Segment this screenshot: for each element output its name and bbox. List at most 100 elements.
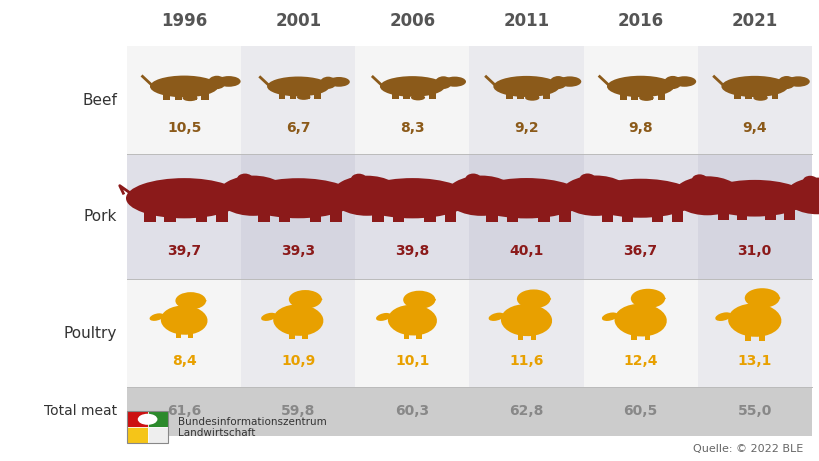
Bar: [127, 411, 147, 427]
Ellipse shape: [753, 95, 767, 101]
Bar: [403, 329, 409, 339]
Circle shape: [403, 291, 435, 309]
Bar: [744, 330, 750, 341]
Bar: [289, 89, 296, 99]
Bar: [303, 89, 310, 99]
Bar: [671, 207, 682, 222]
Bar: [733, 90, 740, 100]
Ellipse shape: [164, 313, 193, 325]
Bar: [417, 89, 423, 99]
Ellipse shape: [691, 174, 707, 185]
Bar: [583, 279, 697, 387]
Ellipse shape: [785, 77, 809, 87]
Bar: [241, 279, 355, 387]
Bar: [758, 330, 764, 341]
Bar: [355, 46, 468, 154]
Circle shape: [138, 414, 157, 425]
Ellipse shape: [197, 299, 206, 302]
Bar: [127, 411, 168, 443]
Bar: [697, 279, 811, 387]
Bar: [645, 90, 652, 100]
Ellipse shape: [376, 313, 391, 321]
Circle shape: [445, 176, 517, 216]
Bar: [717, 207, 728, 220]
Ellipse shape: [208, 76, 225, 89]
Bar: [289, 330, 294, 339]
Ellipse shape: [387, 305, 437, 336]
Bar: [258, 207, 269, 222]
Ellipse shape: [379, 76, 444, 97]
Ellipse shape: [721, 76, 787, 97]
Text: Total meat: Total meat: [44, 404, 117, 419]
Text: 9,2: 9,2: [514, 121, 538, 135]
Text: 60,3: 60,3: [395, 404, 429, 419]
Bar: [216, 207, 228, 222]
Bar: [601, 207, 612, 222]
Ellipse shape: [468, 178, 584, 219]
Bar: [416, 329, 421, 339]
Ellipse shape: [354, 178, 470, 219]
Ellipse shape: [524, 95, 539, 100]
Text: 1996: 1996: [161, 12, 207, 30]
Ellipse shape: [549, 76, 566, 89]
Ellipse shape: [802, 176, 817, 186]
Text: 36,7: 36,7: [622, 244, 657, 258]
Ellipse shape: [267, 77, 329, 96]
Ellipse shape: [617, 312, 650, 325]
Circle shape: [217, 176, 288, 216]
Bar: [621, 207, 632, 222]
Text: 8,4: 8,4: [171, 354, 197, 368]
Bar: [165, 207, 176, 222]
Text: 13,1: 13,1: [736, 354, 771, 368]
Text: 12,4: 12,4: [622, 354, 657, 368]
Bar: [302, 330, 307, 339]
Bar: [127, 387, 811, 436]
Bar: [143, 207, 156, 222]
Ellipse shape: [504, 312, 536, 325]
Circle shape: [744, 288, 779, 308]
Bar: [505, 90, 512, 100]
Ellipse shape: [425, 298, 436, 301]
Bar: [771, 90, 777, 100]
Circle shape: [175, 292, 206, 309]
Bar: [188, 329, 192, 338]
Ellipse shape: [493, 76, 559, 97]
Text: 6,7: 6,7: [286, 121, 310, 135]
Ellipse shape: [672, 76, 695, 87]
Ellipse shape: [237, 174, 253, 185]
Ellipse shape: [126, 178, 242, 219]
Text: 60,5: 60,5: [622, 404, 657, 419]
Ellipse shape: [579, 173, 595, 184]
Bar: [444, 207, 455, 222]
Bar: [506, 207, 518, 223]
Bar: [423, 207, 435, 222]
Ellipse shape: [601, 313, 618, 321]
Ellipse shape: [319, 77, 336, 89]
Bar: [147, 427, 168, 443]
Ellipse shape: [558, 77, 581, 87]
Bar: [542, 90, 550, 100]
Text: Pork: Pork: [84, 209, 117, 224]
Text: 31,0: 31,0: [737, 244, 771, 258]
Ellipse shape: [391, 313, 422, 325]
Text: 40,1: 40,1: [509, 244, 543, 258]
Bar: [428, 89, 435, 99]
Ellipse shape: [161, 306, 207, 335]
Bar: [644, 330, 649, 340]
Bar: [530, 330, 536, 340]
Text: Beef: Beef: [82, 93, 117, 108]
Bar: [697, 46, 811, 154]
Text: 10,5: 10,5: [167, 121, 201, 135]
Bar: [372, 207, 383, 222]
Text: 2006: 2006: [389, 12, 435, 30]
Bar: [657, 90, 663, 100]
Bar: [278, 207, 290, 222]
Bar: [162, 90, 170, 100]
Text: 10,1: 10,1: [395, 354, 429, 368]
Text: 61,6: 61,6: [167, 404, 201, 419]
Text: 39,3: 39,3: [281, 244, 315, 258]
Bar: [619, 90, 626, 100]
Bar: [127, 279, 241, 387]
Ellipse shape: [328, 77, 350, 87]
Text: Poultry: Poultry: [64, 325, 117, 341]
